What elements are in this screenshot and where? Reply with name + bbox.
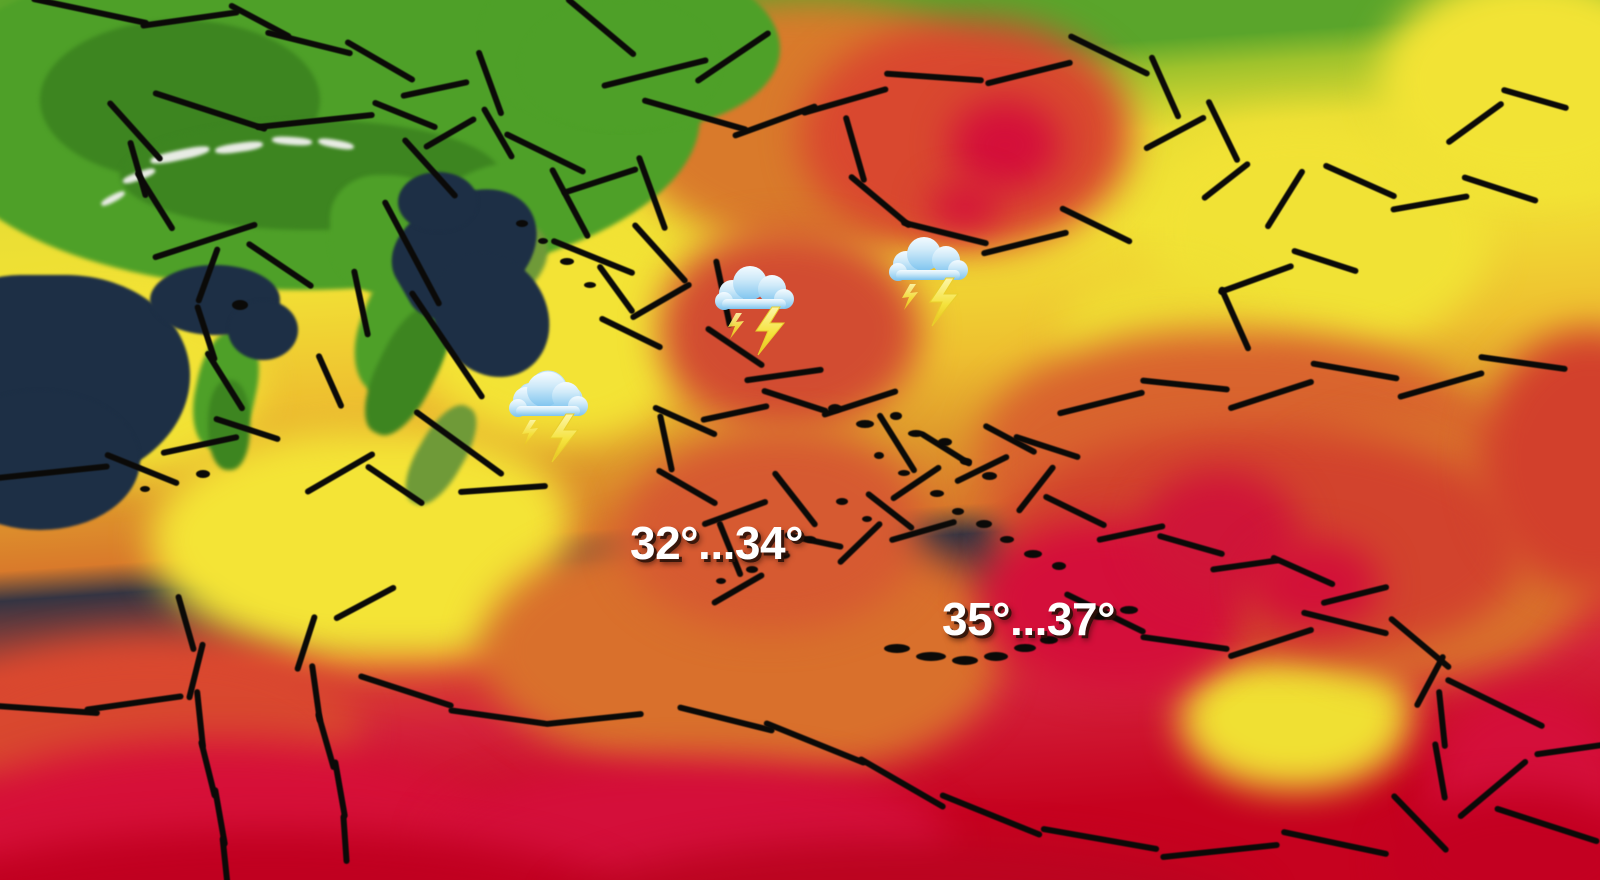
thunderstorm-icon[interactable] xyxy=(492,362,602,467)
thunderstorm-icon[interactable] xyxy=(698,255,808,360)
thunderstorm-icon[interactable] xyxy=(872,226,982,331)
temperature-label-aegean: 32°...34° xyxy=(630,517,803,569)
temperature-label-sw-turkey: 35°...37° xyxy=(942,593,1115,645)
